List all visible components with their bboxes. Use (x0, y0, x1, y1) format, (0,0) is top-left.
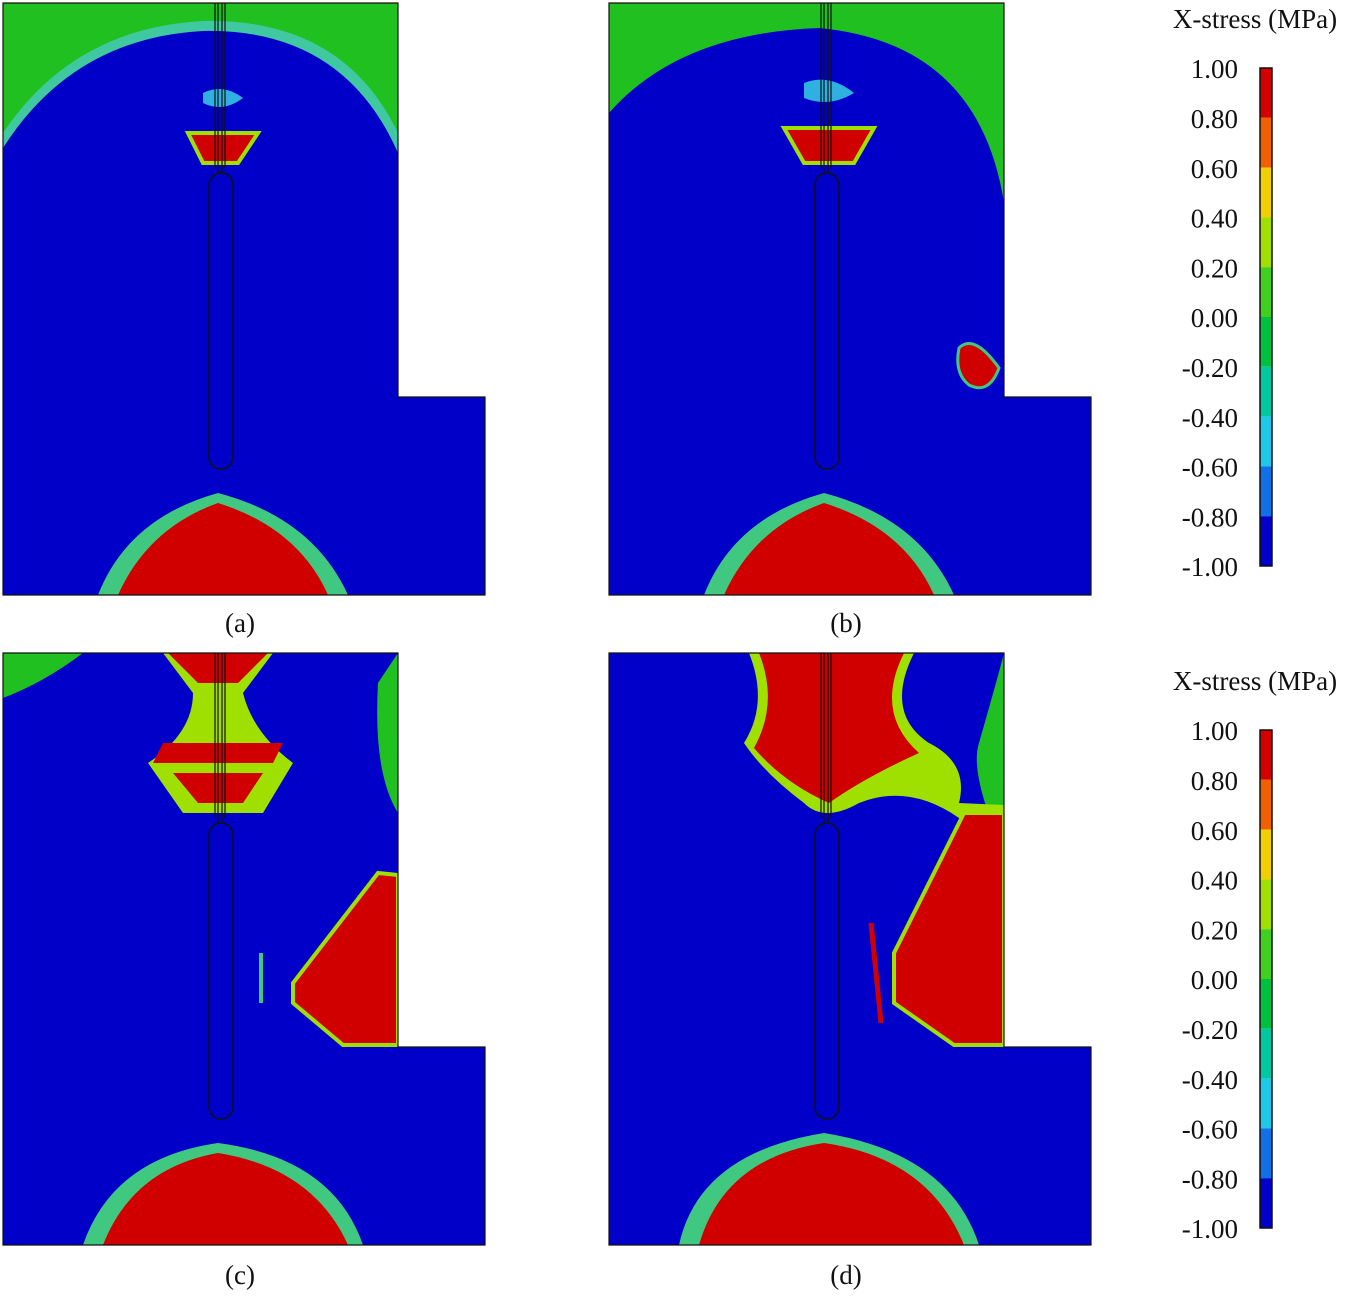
colorbar-segment (1260, 167, 1272, 218)
colorbar-segment (1260, 68, 1272, 118)
colorbar-segment (1260, 317, 1272, 367)
colorbar-frame (1259, 67, 1273, 567)
colorbar-tick-label: 1.00 (1191, 716, 1238, 746)
colorbar-title: X-stress (MPa) (1173, 666, 1337, 696)
colorbar-tick-label: 0.00 (1191, 303, 1238, 333)
colorbar-tick-label: 0.40 (1191, 866, 1238, 896)
colorbar-tick-label: -1.00 (1182, 1214, 1238, 1244)
colorbar-segment (1260, 1128, 1272, 1179)
panel-label: (a) (225, 608, 255, 638)
colorbar-tick-label: -0.60 (1182, 1115, 1238, 1145)
colorbar-segment (1260, 217, 1272, 268)
colorbar-tick-label: -0.20 (1182, 353, 1238, 383)
colorbar-segment (1260, 1178, 1272, 1228)
colorbar-frame (1259, 729, 1273, 1229)
colorbar-tick-label: -0.40 (1182, 403, 1238, 433)
colorbar-segment (1260, 779, 1272, 830)
colorbar-tick-label: -0.60 (1182, 453, 1238, 483)
colorbar-segment (1260, 879, 1272, 930)
colorbar-segment (1260, 1028, 1272, 1079)
colorbar-segment (1260, 466, 1272, 517)
colorbar-segment (1260, 117, 1272, 168)
panel-label: (c) (225, 1260, 255, 1290)
colorbar-segment (1260, 929, 1272, 979)
colorbar-segment (1260, 366, 1272, 417)
colorbar-segment (1260, 267, 1272, 317)
colorbar-tick-label: 1.00 (1191, 54, 1238, 84)
colorbar-segment (1260, 416, 1272, 467)
colorbar-tick-label: -0.80 (1182, 502, 1238, 532)
colorbar-segment (1260, 730, 1272, 780)
colorbar-segment (1260, 979, 1272, 1029)
panel-label: (d) (830, 1260, 861, 1290)
colorbar-tick-label: 0.20 (1191, 915, 1238, 945)
colorbar-tick-label: -0.80 (1182, 1164, 1238, 1194)
colorbar-tick-label: -1.00 (1182, 552, 1238, 582)
colorbar-tick-label: 0.20 (1191, 253, 1238, 283)
colorbar-tick-label: 0.80 (1191, 104, 1238, 134)
colorbar-tick-label: 0.40 (1191, 204, 1238, 234)
colorbar-tick-label: 0.60 (1191, 154, 1238, 184)
colorbar-tick-label: -0.20 (1182, 1015, 1238, 1045)
colorbar-tick-label: 0.60 (1191, 816, 1238, 846)
panel-a (2, 2, 486, 596)
colorbar-title: X-stress (MPa) (1173, 4, 1337, 34)
panel-d (608, 652, 1092, 1246)
colorbar-tick-label: 0.00 (1191, 965, 1238, 995)
colorbar-tick-label: -0.40 (1182, 1065, 1238, 1095)
colorbar-segment (1260, 516, 1272, 566)
panel-c (2, 652, 486, 1246)
colorbar-segment (1260, 1078, 1272, 1129)
colorbar-tick-label: 0.80 (1191, 766, 1238, 796)
panel-b (608, 2, 1092, 596)
panel-label: (b) (830, 608, 861, 638)
colorbar-segment (1260, 829, 1272, 880)
